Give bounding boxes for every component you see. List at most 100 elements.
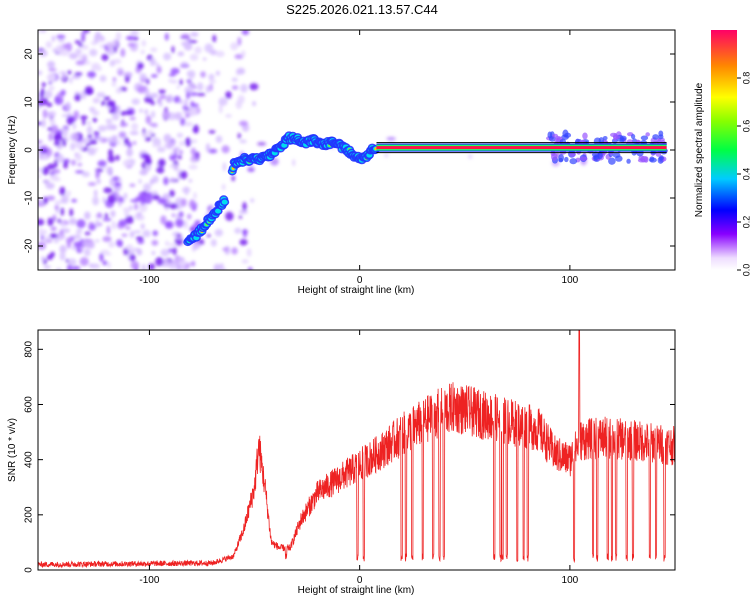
noise-speckle	[107, 194, 117, 204]
noise-speckle	[242, 228, 248, 238]
noise-speckle	[215, 70, 220, 76]
noise-speckle	[118, 200, 122, 207]
noise-speckle	[86, 71, 97, 78]
noise-speckle	[42, 109, 48, 119]
noise-speckle	[179, 140, 185, 147]
noise-speckle	[176, 233, 182, 238]
noise-speckle	[41, 118, 46, 128]
noise-speckle	[239, 209, 248, 214]
noise-speckle	[231, 247, 238, 255]
noise-speckle	[169, 164, 179, 169]
noise-speckle	[149, 178, 154, 186]
noise-speckle	[184, 98, 188, 108]
noise-speckle	[48, 80, 52, 85]
noise-speckle	[38, 227, 43, 237]
noise-speckle	[143, 183, 151, 192]
noise-speckle	[95, 219, 100, 228]
noise-speckle	[129, 131, 139, 136]
noise-speckle	[77, 163, 83, 167]
noise-speckle	[170, 259, 178, 265]
noise-speckle	[194, 46, 202, 54]
noise-speckle	[175, 218, 185, 228]
band-speckle	[612, 152, 621, 158]
noise-speckle	[210, 238, 217, 247]
noise-speckle	[164, 200, 173, 205]
noise-speckle	[173, 95, 181, 103]
noise-speckle	[140, 194, 146, 204]
noise-speckle	[123, 71, 133, 77]
noise-speckle	[144, 96, 154, 104]
noise-speckle	[85, 142, 91, 147]
noise-speckle	[139, 73, 147, 81]
noise-speckle	[188, 40, 198, 44]
noise-speckle	[111, 220, 117, 230]
colorbar-gradient	[711, 30, 737, 270]
noise-speckle	[152, 136, 159, 145]
noise-speckle	[65, 101, 71, 110]
noise-speckle	[178, 133, 184, 138]
noise-speckle	[192, 124, 199, 134]
noise-speckle	[71, 265, 81, 270]
noise-speckle	[231, 85, 239, 90]
noise-speckle	[151, 239, 159, 246]
noise-speckle	[122, 207, 132, 212]
noise-speckle	[108, 241, 115, 248]
snr-y-tick-label: 0	[24, 567, 35, 573]
noise-speckle	[206, 234, 211, 238]
band-speckle	[640, 155, 648, 163]
noise-speckle	[184, 186, 189, 196]
noise-speckle	[234, 54, 244, 60]
noise-speckle	[53, 238, 60, 244]
band-speckle	[608, 157, 616, 165]
noise-speckle	[102, 260, 108, 266]
noise-speckle	[100, 249, 110, 254]
noise-speckle	[88, 222, 94, 226]
noise-speckle	[86, 125, 93, 135]
noise-speckle	[122, 159, 132, 167]
noise-speckle	[133, 230, 142, 234]
noise-speckle	[112, 77, 117, 82]
noise-speckle	[163, 52, 172, 61]
noise-speckle	[177, 154, 182, 160]
noise-speckle	[130, 260, 140, 270]
noise-speckle	[106, 166, 113, 175]
noise-speckle	[48, 85, 55, 91]
snr-y-ticks: 0 200 400 600 800	[24, 341, 675, 573]
noise-speckle	[164, 33, 169, 41]
noise-speckle	[119, 242, 123, 248]
noise-speckle	[49, 233, 58, 239]
noise-speckle	[38, 140, 43, 144]
noise-speckle	[81, 44, 89, 50]
noise-speckle	[169, 203, 178, 210]
noise-speckle	[71, 159, 76, 166]
noise-speckle	[73, 110, 80, 120]
noise-speckle	[234, 227, 242, 234]
band-speckle	[564, 156, 569, 163]
noise-speckle	[190, 100, 195, 109]
noise-speckle	[38, 174, 42, 179]
noise-speckle	[241, 259, 249, 264]
noise-speckle	[75, 152, 82, 162]
noise-speckle	[129, 183, 136, 187]
noise-speckle	[240, 83, 248, 93]
noise-speckle	[190, 31, 199, 37]
noise-speckle	[225, 211, 234, 221]
band-speckle	[602, 136, 608, 141]
noise-speckle	[38, 91, 41, 100]
noise-speckle	[137, 62, 144, 70]
noise-speckle	[158, 89, 166, 94]
noise-speckle	[99, 75, 107, 83]
noise-speckle	[155, 62, 160, 68]
noise-speckle	[144, 136, 152, 142]
noise-speckle	[140, 49, 145, 55]
noise-speckle	[47, 60, 56, 69]
noise-speckle	[66, 190, 71, 197]
chart-title: S225.2026.021.13.57.C44	[286, 2, 438, 17]
noise-speckle	[45, 41, 53, 49]
noise-speckle	[66, 264, 73, 270]
noise-speckle	[49, 117, 56, 126]
noise-speckle	[145, 115, 152, 125]
noise-speckle	[76, 219, 86, 229]
noise-speckle	[158, 158, 166, 167]
noise-speckle	[171, 213, 176, 218]
